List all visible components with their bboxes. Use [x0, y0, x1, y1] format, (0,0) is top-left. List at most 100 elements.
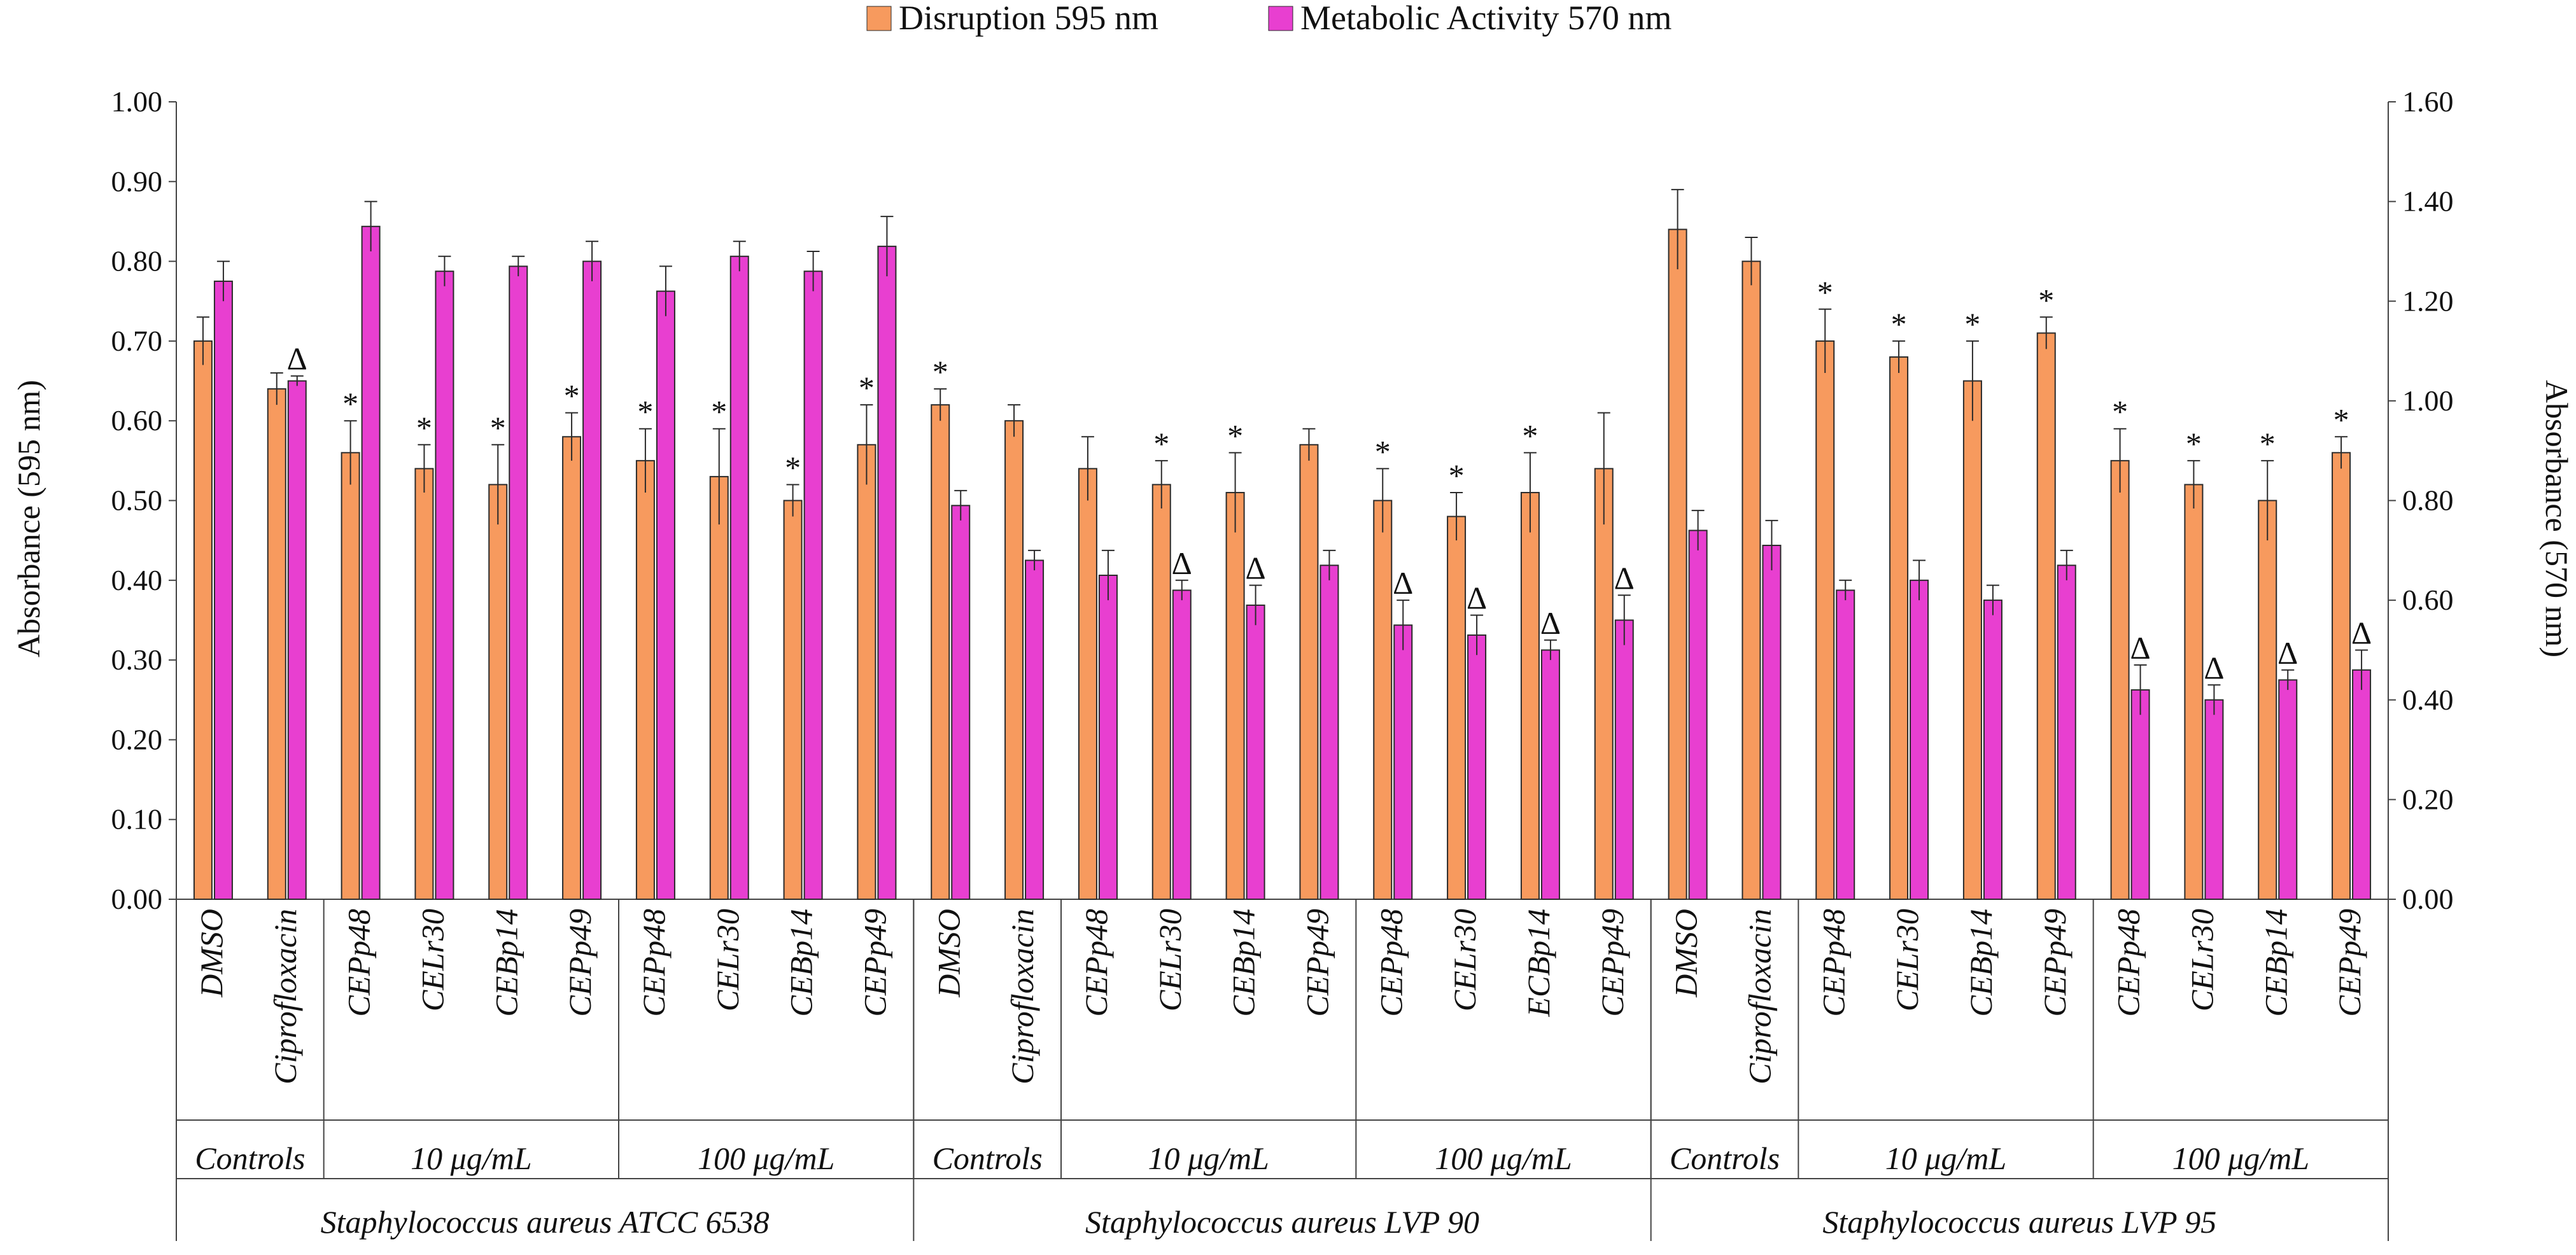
left-tick-label: 0.10 [111, 803, 163, 836]
significance-asterisk: * [1522, 417, 1538, 453]
category-tick-label: CEPp49 [1594, 909, 1630, 1016]
disruption-bar [1815, 340, 1835, 900]
metabolic-activity-bar [1246, 604, 1265, 900]
left-tick-label: 0.80 [111, 245, 163, 277]
disruption-bar [1004, 420, 1024, 900]
metabolic-activity-bar [2057, 564, 2076, 900]
category-tick-label: CELr30 [414, 909, 450, 1011]
metabolic-activity-bar [2278, 679, 2298, 901]
metabolic-activity-bar [803, 270, 823, 900]
concentration-group-label: Controls [195, 1140, 305, 1176]
significance-asterisk: * [2038, 282, 2054, 318]
significance-delta: Δ [1393, 565, 1413, 601]
concentration-group-label: 100 μg/mL [2172, 1140, 2309, 1176]
concentration-group-label: 10 μg/mL [411, 1140, 531, 1176]
right-tick-label: 0.00 [2402, 883, 2454, 915]
significance-asterisk: * [859, 370, 875, 405]
category-tick-label: CEBp14 [2258, 909, 2293, 1016]
metabolic-activity-bar [1540, 649, 1560, 900]
metabolic-activity-bar [656, 290, 675, 900]
category-tick-label: CELr30 [1447, 909, 1482, 1011]
left-tick-label: 0.60 [111, 404, 163, 437]
left-tick-label: 0.00 [111, 883, 163, 915]
significance-asterisk: * [1375, 433, 1391, 469]
left-tick-label: 0.30 [111, 643, 163, 676]
disruption-bar [1962, 380, 1982, 900]
disruption-bar [1225, 491, 1245, 900]
concentration-group-label: 10 μg/mL [1148, 1140, 1269, 1176]
significance-delta: Δ [1540, 605, 1561, 641]
significance-asterisk: * [1891, 306, 1907, 342]
category-tick-label: DMSO [194, 909, 229, 998]
disruption-bar [931, 404, 950, 900]
category-tick-label: CEPp48 [2111, 909, 2146, 1016]
category-tick-label: CEPp49 [857, 909, 892, 1016]
category-tick-label: CEPp48 [1373, 909, 1409, 1016]
significance-delta: Δ [2130, 630, 2151, 666]
legend: Disruption 595 nm Metabolic Activity 570… [866, 0, 1672, 37]
category-tick-label: Ciprofloxacin [1004, 909, 1040, 1084]
category-tick-label: Ciprofloxacin [267, 909, 303, 1084]
disruption-bar [193, 340, 213, 900]
metabolic-activity-bar [361, 225, 381, 900]
category-tick-label: Ciprofloxacin [1742, 909, 1777, 1084]
disruption-bar [1078, 468, 1097, 900]
category-tick-label: CEPp48 [341, 909, 377, 1016]
significance-asterisk: * [785, 449, 801, 485]
metabolic-activity-bar [1467, 634, 1487, 900]
disruption-bar [857, 444, 876, 900]
significance-delta: Δ [2351, 615, 2372, 650]
left-tick-label: 1.00 [111, 85, 163, 118]
category-tick-label: CEPp48 [1078, 909, 1114, 1016]
legend-swatch-metabolic-activity [1268, 6, 1293, 31]
metabolic-activity-bar [1172, 589, 1192, 901]
legend-label-disruption: Disruption 595 nm [899, 0, 1158, 37]
significance-asterisk: * [342, 386, 358, 421]
right-tick-label: 0.60 [2402, 584, 2454, 616]
right-tick-label: 1.60 [2402, 85, 2454, 118]
category-tick-label: CEBp14 [1963, 909, 1999, 1016]
disruption-bar [635, 459, 655, 900]
significance-asterisk: * [1817, 274, 1833, 310]
metabolic-activity-bar [1025, 559, 1045, 900]
significance-delta: Δ [1467, 580, 1487, 616]
metabolic-activity-bar [1614, 619, 1634, 900]
disruption-bar [488, 484, 508, 900]
concentration-group-label: 100 μg/mL [1435, 1140, 1572, 1176]
significance-asterisk: * [1227, 417, 1243, 453]
disruption-bar [2036, 332, 2056, 900]
disruption-bar [709, 475, 729, 900]
left-tick-label: 0.20 [111, 723, 163, 755]
disruption-bar [1447, 515, 1467, 900]
metabolic-activity-bar [1688, 529, 1708, 900]
significance-asterisk: * [2260, 426, 2276, 461]
category-tick-label: CELr30 [710, 909, 745, 1011]
concentration-group-label: Controls [1670, 1140, 1780, 1176]
significance-asterisk: * [1153, 426, 1169, 461]
category-tick-label: CEPp49 [562, 909, 598, 1016]
disruption-bar [1373, 500, 1393, 900]
category-tick-label: ECBp14 [1521, 909, 1556, 1017]
disruption-bar [2258, 500, 2277, 900]
category-tick-label: CEBp14 [488, 909, 524, 1016]
category-tick-label: CELr30 [1152, 909, 1188, 1011]
metabolic-activity-bar [287, 380, 307, 900]
metabolic-activity-bar [951, 505, 971, 900]
disruption-bar [2110, 459, 2130, 900]
concentration-group-label: 10 μg/mL [1885, 1140, 2006, 1176]
significance-asterisk: * [490, 410, 506, 445]
significance-delta: Δ [287, 341, 307, 377]
category-tick-label: CEPp49 [1299, 909, 1335, 1016]
category-tick-label: CEPp48 [636, 909, 672, 1016]
right-tick-label: 1.00 [2402, 384, 2454, 417]
disruption-bar [1594, 468, 1614, 900]
right-axis-title: Absorbance (570 nm) [2539, 380, 2575, 657]
metabolic-activity-bar [582, 260, 602, 901]
disruption-bar [1742, 260, 1761, 901]
disruption-bar [1520, 491, 1540, 900]
disruption-bar [1299, 444, 1319, 900]
significance-delta: Δ [1172, 545, 1192, 581]
metabolic-activity-bar [1393, 624, 1413, 900]
category-tick-label: CELr30 [1889, 909, 1925, 1011]
significance-asterisk: * [2112, 394, 2128, 430]
